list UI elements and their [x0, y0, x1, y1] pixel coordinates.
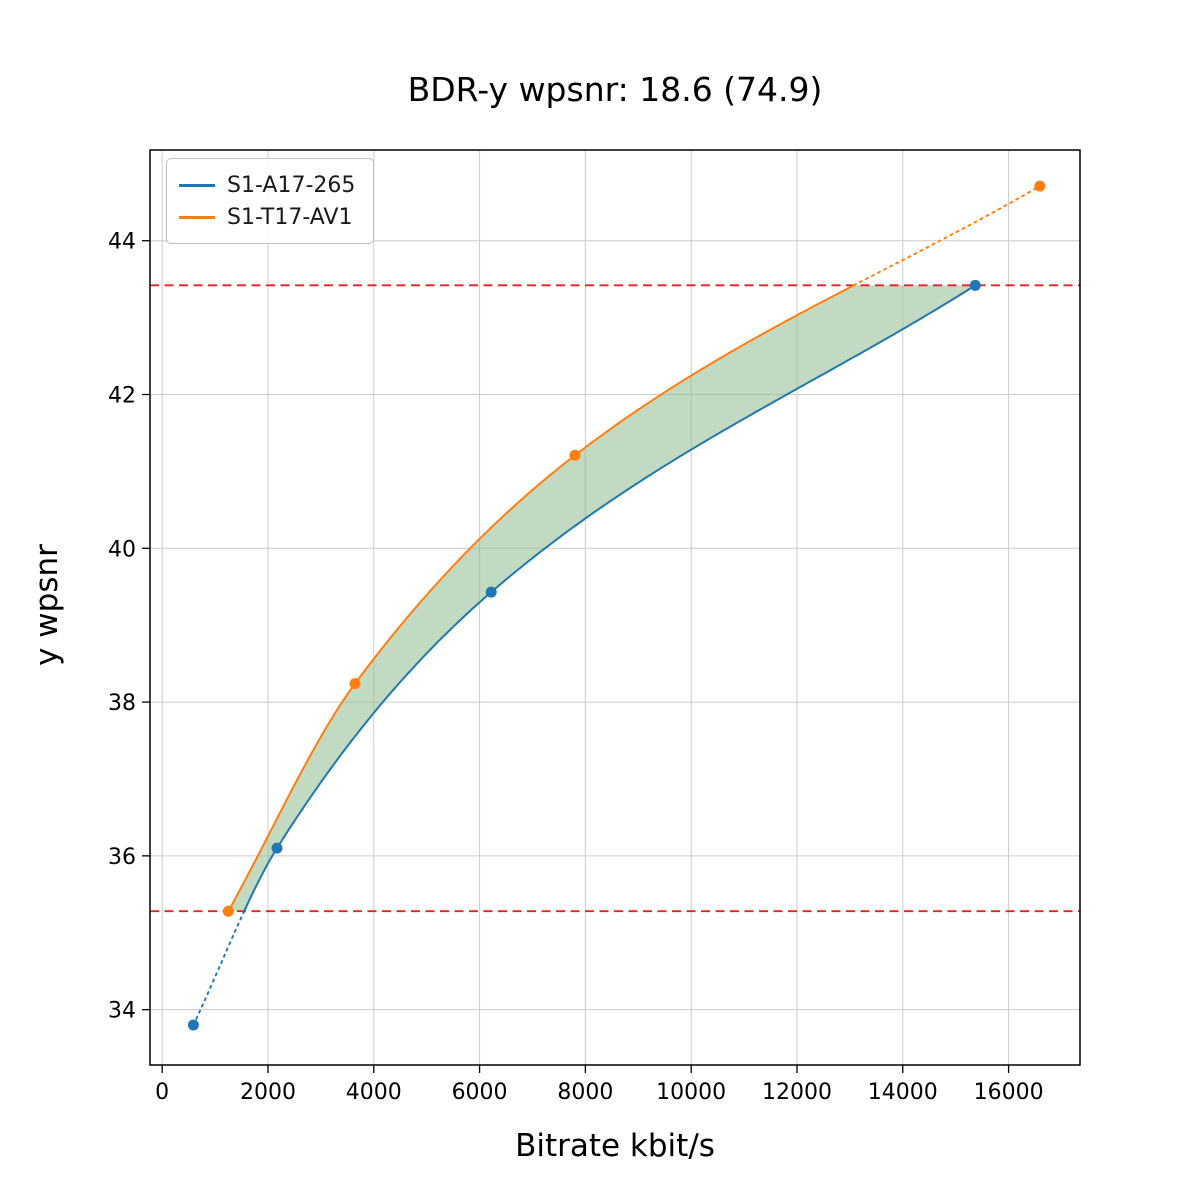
x-axis-label: Bitrate kbit/s [515, 1128, 715, 1164]
svg-text:34: 34 [108, 999, 136, 1024]
svg-text:14000: 14000 [868, 1080, 938, 1105]
legend-item: S1-A17-265 [179, 169, 355, 201]
chart-title: BDR-y wpsnr: 18.6 (74.9) [407, 70, 823, 109]
svg-text:36: 36 [108, 845, 136, 870]
legend-item: S1-T17-AV1 [179, 201, 355, 233]
svg-text:8000: 8000 [557, 1080, 613, 1105]
svg-text:12000: 12000 [762, 1080, 832, 1105]
svg-text:16000: 16000 [974, 1080, 1044, 1105]
svg-text:4000: 4000 [346, 1080, 402, 1105]
legend-line-swatch-blue [179, 183, 215, 187]
svg-text:42: 42 [108, 384, 136, 409]
svg-text:38: 38 [108, 691, 136, 716]
legend-label: S1-A17-265 [227, 172, 356, 198]
legend: S1-A17-265 S1-T17-AV1 [166, 158, 375, 244]
svg-text:44: 44 [108, 230, 136, 255]
svg-text:6000: 6000 [452, 1080, 508, 1105]
svg-text:0: 0 [155, 1080, 169, 1105]
svg-text:40: 40 [108, 537, 136, 562]
svg-text:2000: 2000 [240, 1080, 296, 1105]
legend-line-swatch-orange [179, 215, 215, 219]
y-axis-label: y wpsnr [29, 544, 65, 666]
svg-text:10000: 10000 [656, 1080, 726, 1105]
legend-label: S1-T17-AV1 [227, 204, 353, 230]
